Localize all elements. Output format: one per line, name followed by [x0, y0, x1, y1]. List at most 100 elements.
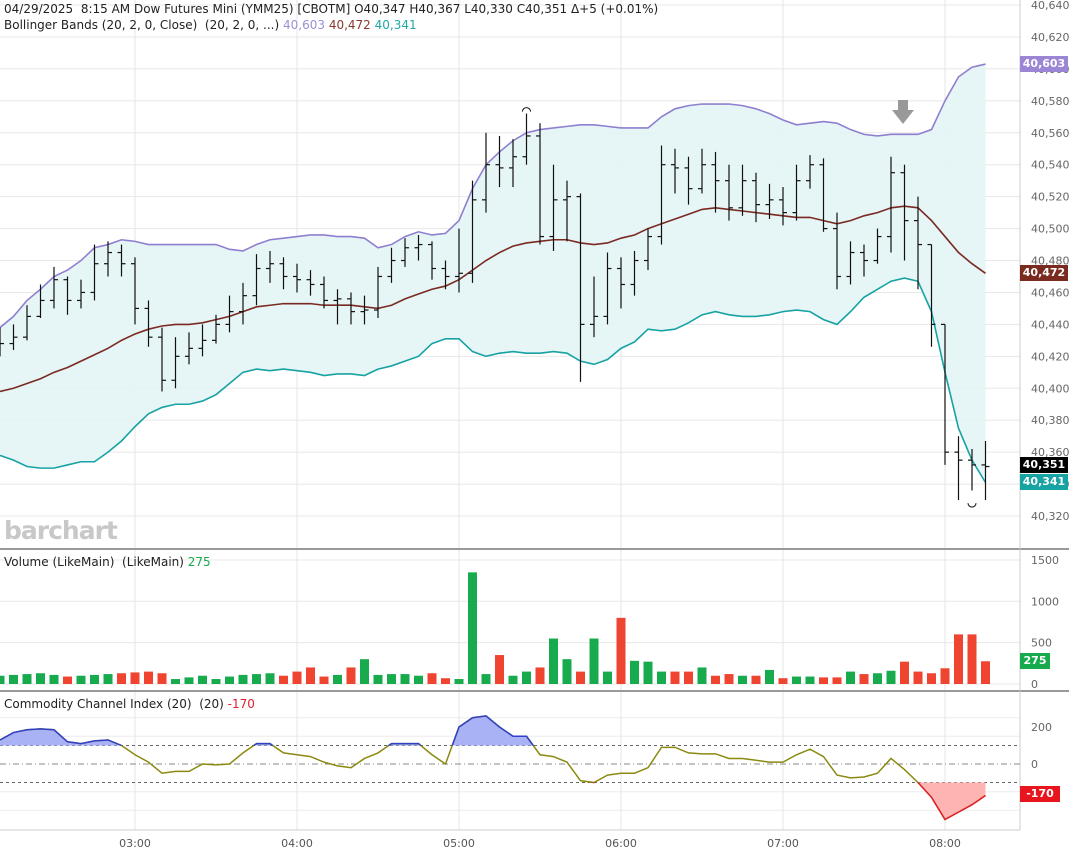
- ohlc-bar: [50, 266, 58, 309]
- volume-bar: [90, 674, 99, 684]
- price-tick-label: 40,420: [1031, 350, 1069, 363]
- volume-bar: [454, 679, 464, 684]
- ohlc-bar: [374, 266, 382, 319]
- volume-bar: [198, 675, 207, 684]
- volume-tick-label: 0: [1031, 678, 1038, 691]
- volume-bar: [724, 674, 734, 684]
- volume-bar: [589, 638, 599, 684]
- volume-legend[interactable]: Volume (LikeMain) (LikeMain) 275: [4, 555, 211, 569]
- volume-bar: [927, 673, 936, 684]
- volume-bar: [913, 671, 923, 684]
- time-tick-label: 07:00: [767, 837, 799, 850]
- volume-value: 275: [187, 555, 211, 569]
- volume-bar: [130, 672, 140, 684]
- price-tick-label: 40,500: [1031, 223, 1069, 236]
- cci-label: Commodity Channel Index (20) (20): [4, 697, 224, 711]
- ohlc-bar: [158, 327, 166, 392]
- volume-bar: [630, 660, 639, 684]
- ohlc-bar: [252, 254, 261, 306]
- ohlc-bar: [806, 155, 814, 189]
- ohlc-bar: [401, 238, 409, 267]
- volume-bar: [76, 675, 86, 684]
- bollinger-upper-value: 40,603: [282, 18, 325, 32]
- volume-bar: [211, 679, 221, 684]
- session-low-marker: [967, 502, 977, 508]
- ohlc-bar: [468, 180, 477, 283]
- ohlc-bar: [927, 243, 936, 347]
- volume-bar: [778, 678, 788, 684]
- ohlc-bar: [198, 324, 207, 357]
- time-tick-label: 05:00: [443, 837, 475, 850]
- header-high: H40,367: [409, 2, 461, 16]
- ohlc-bar: [968, 448, 976, 491]
- ohlc-bar: [279, 257, 288, 290]
- ohlc-bar: [563, 180, 571, 242]
- volume-bar: [562, 659, 572, 684]
- cci-legend[interactable]: Commodity Channel Index (20) (20) -170: [4, 697, 255, 711]
- price-header: 04/29/2025 8:15 AM Dow Futures Mini (YMM…: [4, 2, 658, 16]
- signal-down-arrow-icon: [892, 100, 914, 124]
- volume-bar: [535, 667, 545, 684]
- header-symbol: Dow Futures Mini (YMM25) [CBOTM]: [133, 2, 351, 16]
- ohlc-bar: [495, 135, 504, 188]
- volume-bar: [846, 671, 855, 684]
- volume-bar: [103, 674, 113, 684]
- bollinger-legend[interactable]: Bollinger Bands (20, 2, 0, Close) (20, 2…: [4, 18, 417, 32]
- time-tick-label: 03:00: [119, 837, 151, 850]
- volume-bar: [643, 661, 653, 684]
- ohlc-bar: [360, 295, 369, 325]
- volume-bar: [319, 676, 329, 684]
- ohlc-bar: [0, 327, 4, 357]
- volume-tag: 275: [1020, 653, 1050, 669]
- volume-bar: [279, 675, 288, 684]
- volume-bar: [900, 661, 909, 684]
- middle-band-tag: 40,472: [1020, 265, 1068, 281]
- volume-bar: [49, 674, 59, 684]
- volume-bar: [346, 667, 356, 684]
- header-open: O40,347: [354, 2, 406, 16]
- volume-bar: [981, 661, 990, 684]
- ohlc-bar: [387, 247, 396, 283]
- ohlc-bar: [306, 270, 315, 296]
- volume-bar: [9, 674, 18, 684]
- lower-band-tag: 40,341: [1020, 474, 1068, 490]
- price-tick-label: 40,560: [1031, 127, 1069, 140]
- ohlc-bar: [185, 332, 193, 365]
- ohlc-bar: [36, 284, 45, 319]
- volume-tick-label: 1000: [1031, 595, 1059, 608]
- volume-bar: [954, 634, 963, 684]
- volume-bar: [886, 670, 896, 684]
- header-time: 8:15 AM: [80, 2, 131, 16]
- ohlc-bar: [441, 260, 450, 290]
- ohlc-bar: [9, 324, 18, 350]
- volume-bar: [427, 673, 437, 684]
- ohlc-bar: [941, 323, 949, 465]
- cci-tick-label: 0: [1031, 758, 1038, 771]
- ohlc-bar: [266, 250, 274, 283]
- volume-bar: [117, 673, 126, 684]
- ohlc-bar: [23, 305, 31, 341]
- volume-bar: [238, 674, 248, 684]
- volume-tick-label: 500: [1031, 637, 1052, 650]
- volume-bar: [144, 671, 153, 684]
- ohlc-bar: [846, 241, 855, 285]
- ohlc-bar: [860, 244, 868, 277]
- price-tick-label: 40,540: [1031, 159, 1069, 172]
- volume-bar: [171, 679, 180, 684]
- volume-bar: [184, 677, 194, 684]
- ohlc-bar: [630, 250, 639, 296]
- price-tick-label: 40,380: [1031, 414, 1069, 427]
- volume-bar: [265, 673, 275, 684]
- ohlc-bar: [225, 295, 234, 333]
- time-tick-label: 08:00: [929, 837, 961, 850]
- bollinger-middle-value: 40,472: [328, 18, 371, 32]
- price-tick-label: 40,580: [1031, 95, 1069, 108]
- volume-bar: [657, 671, 666, 684]
- ohlc-bar: [117, 244, 126, 277]
- price-tick-label: 40,320: [1031, 510, 1069, 523]
- volume-bar: [292, 671, 302, 684]
- volume-bar: [549, 638, 558, 684]
- volume-bar: [603, 671, 612, 684]
